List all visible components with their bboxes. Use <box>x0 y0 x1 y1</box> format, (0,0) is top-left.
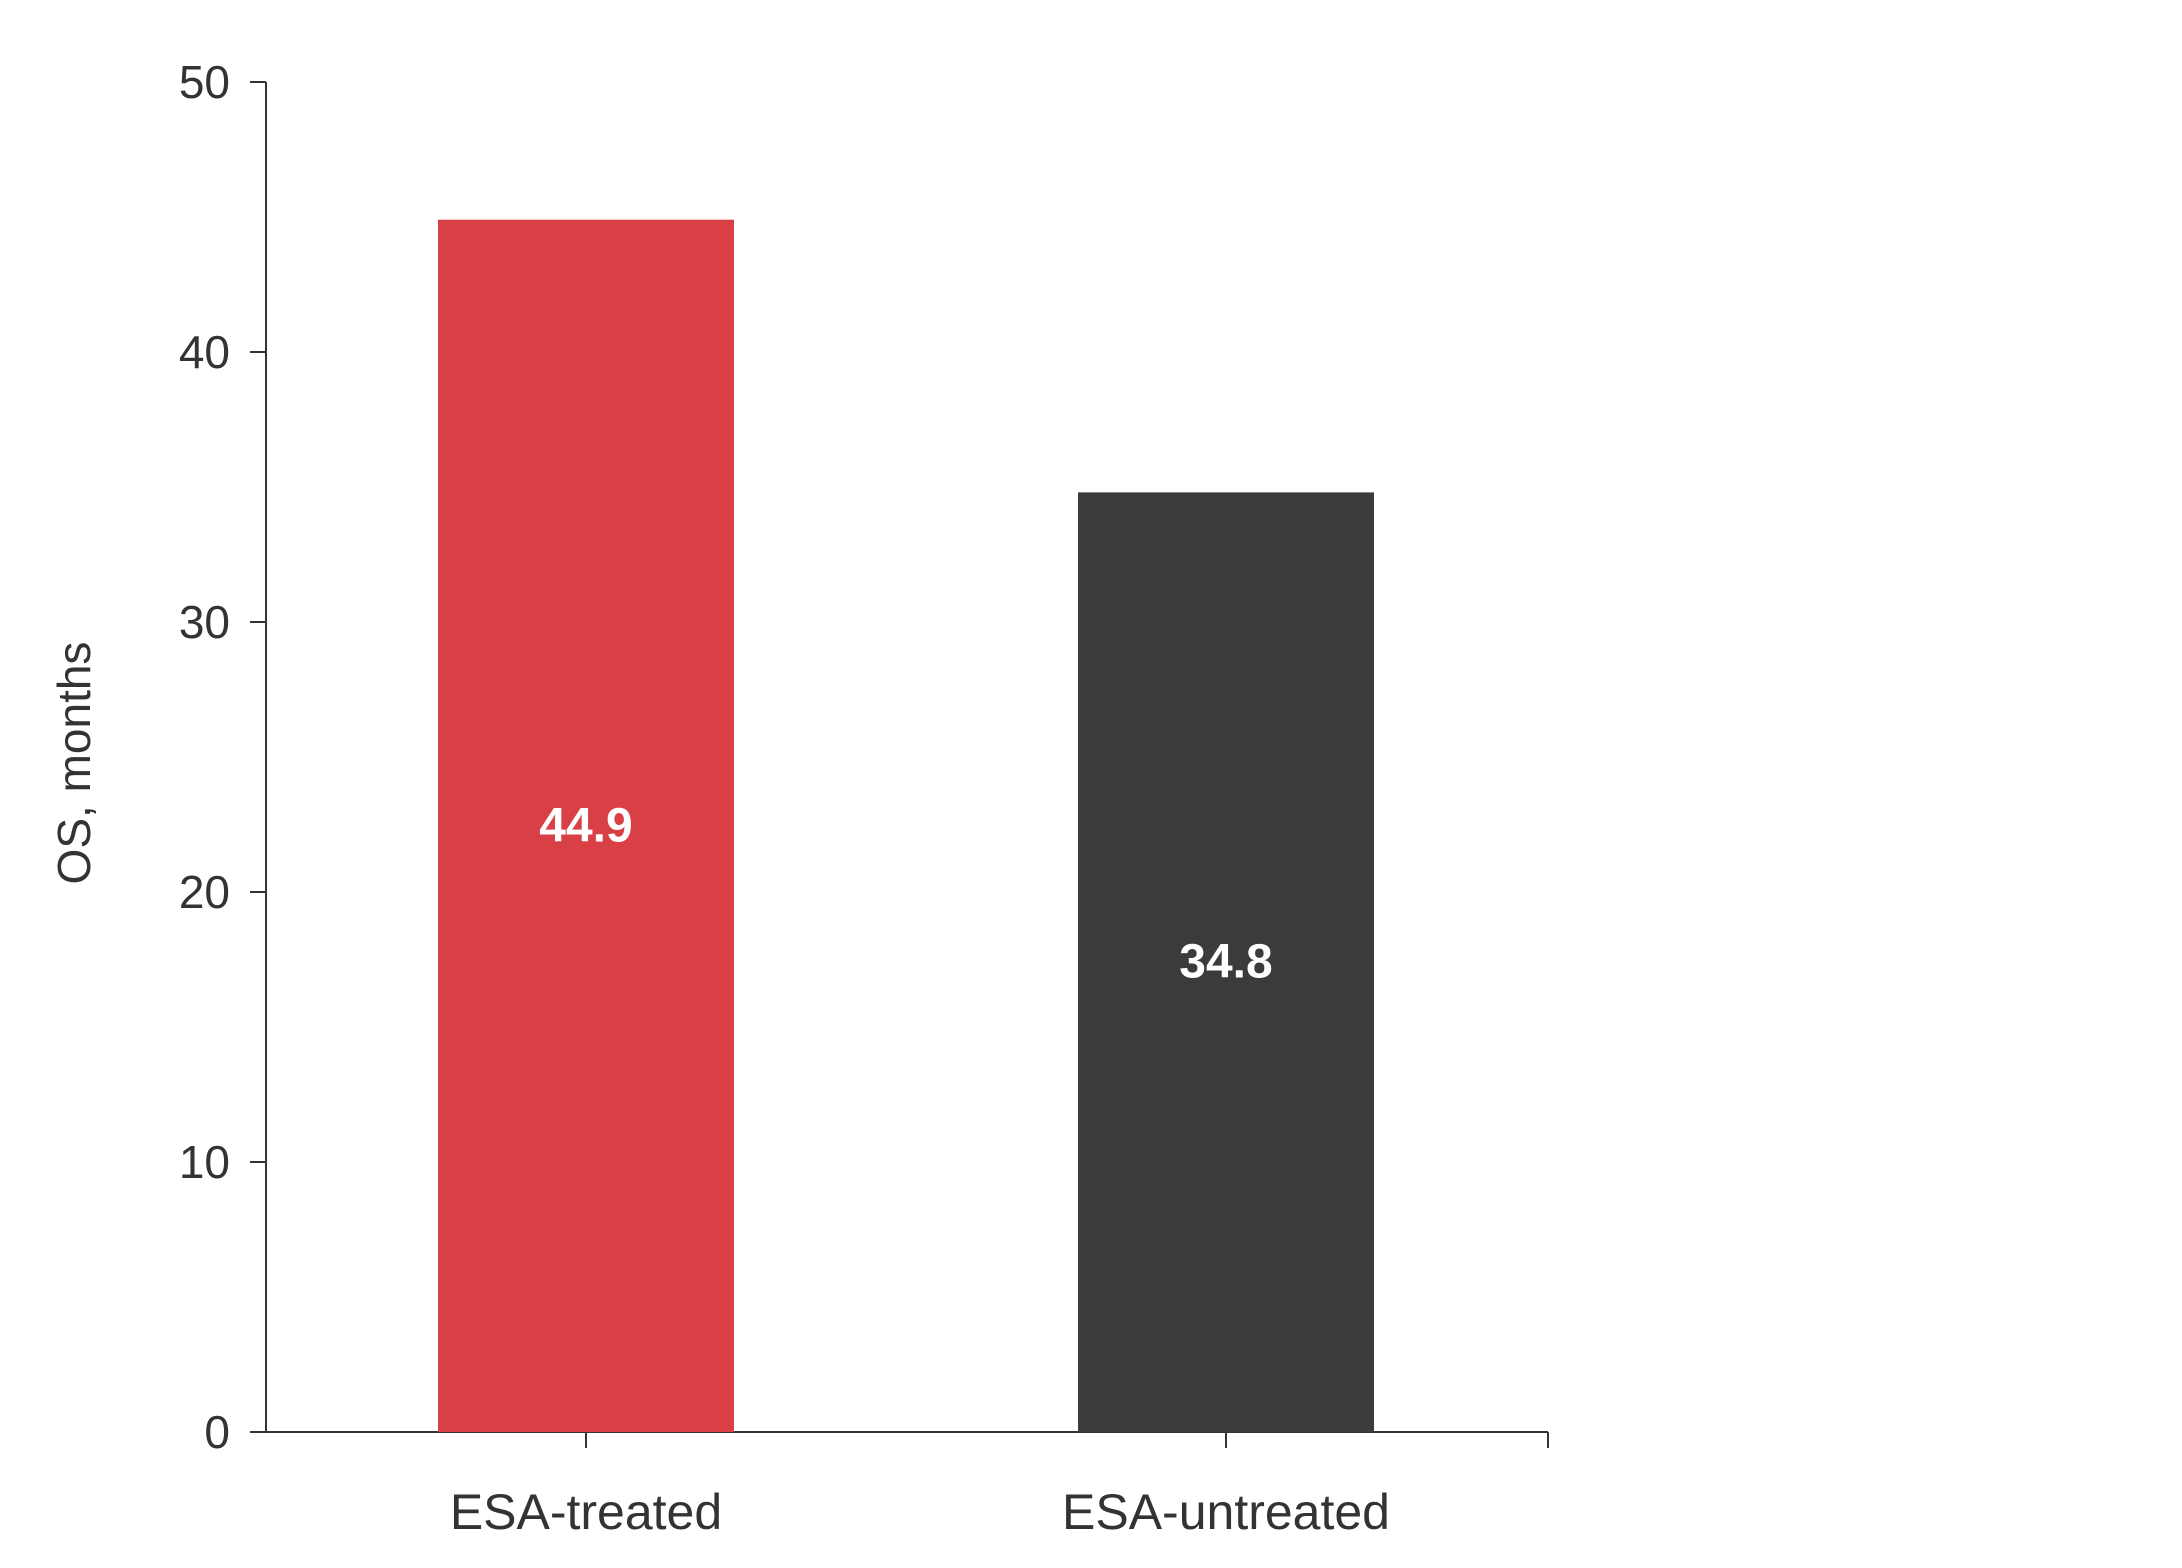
x-tick-label: ESA-untreated <box>1062 1484 1390 1540</box>
y-tick-label: 20 <box>179 866 230 918</box>
x-axis: ESA-treated ESA-untreated <box>266 1431 1549 1540</box>
y-tick-label: 40 <box>179 326 230 378</box>
y-tick-label: 0 <box>204 1406 230 1458</box>
bar <box>438 219 734 1433</box>
y-tick-label: 50 <box>179 56 230 108</box>
y-axis: 0 10 20 30 40 50 OS, months <box>48 56 267 1458</box>
x-ticks: ESA-treated ESA-untreated <box>450 1432 1549 1540</box>
y-ticks: 0 10 20 30 40 50 <box>179 56 266 1458</box>
data-label: 44.9 <box>539 799 632 852</box>
bars: 44.9 34.8 <box>438 219 1374 1433</box>
data-label: 34.8 <box>1179 936 1272 989</box>
x-tick-label: ESA-treated <box>450 1484 722 1540</box>
y-tick-label: 10 <box>179 1136 230 1188</box>
y-tick-label: 30 <box>179 596 230 648</box>
y-axis-title: OS, months <box>48 642 100 885</box>
bar <box>1078 492 1374 1432</box>
